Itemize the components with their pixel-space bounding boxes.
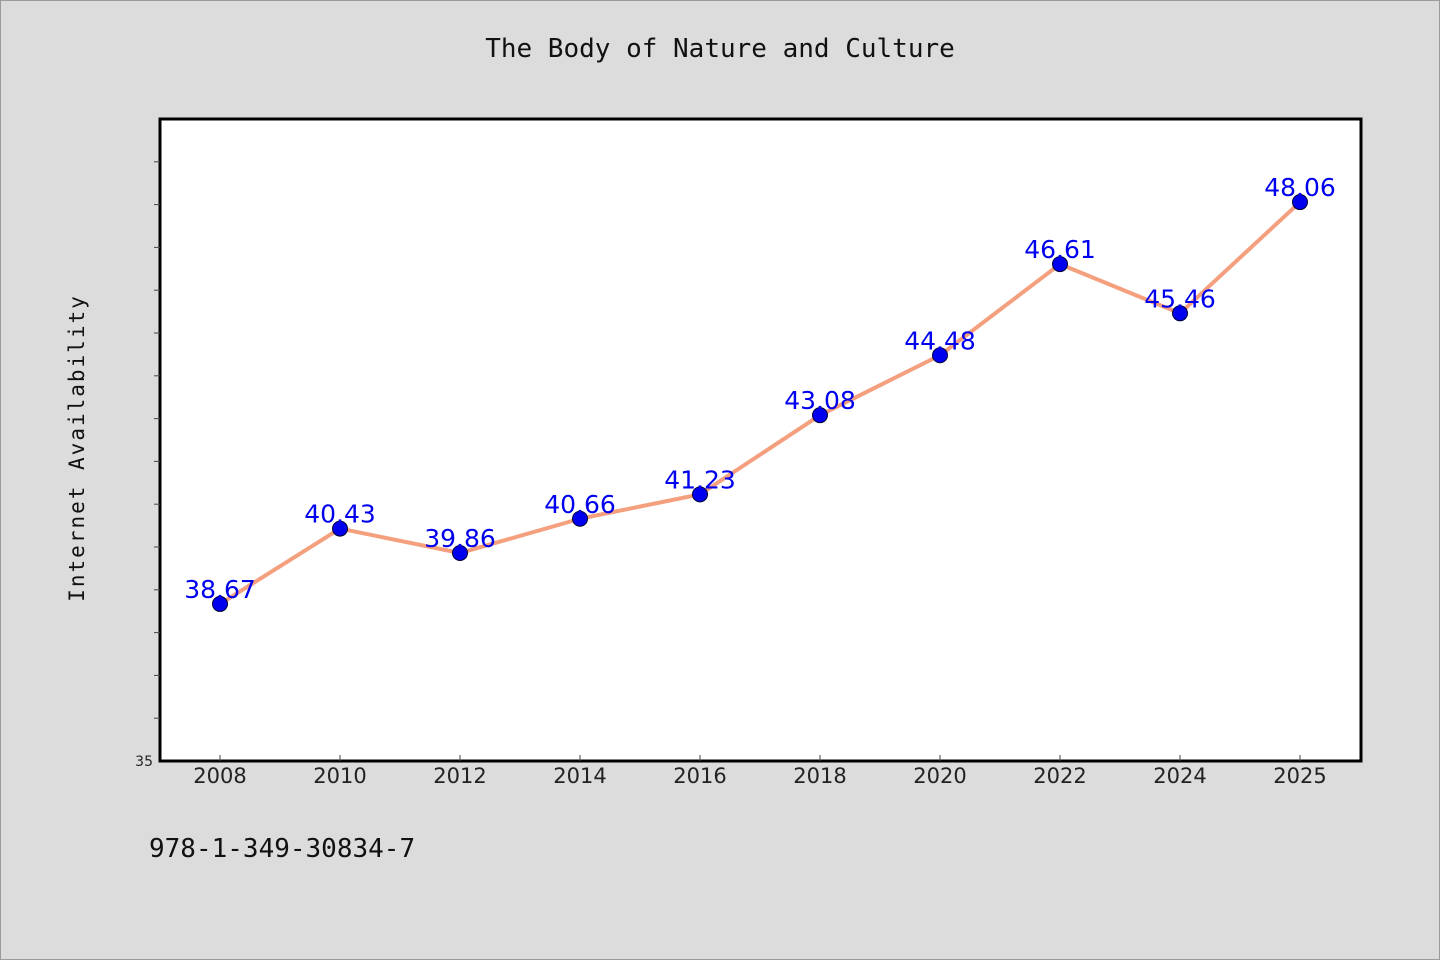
chart-title: The Body of Nature and Culture [485,34,955,64]
x-tick-label: 2010 [313,764,366,788]
x-axis: 2008 2010 2012 2014 2016 2018 2020 2022 2024 2025 [193,755,1327,788]
data-point [452,544,468,561]
data-label: 40.43 [304,500,376,529]
footer-isbn: 978-1-349-30834-7 [149,834,416,864]
x-tick-label: 2014 [553,764,606,788]
data-label: 41.23 [664,465,736,494]
data-label: 40.66 [544,490,616,519]
x-tick-label: 2018 [793,764,846,788]
series-lines [218,200,1302,606]
data-point [812,407,828,424]
series-line [218,200,1302,606]
data-label: 48.06 [1264,173,1336,202]
data-point [332,520,348,537]
data-label: 38.67 [184,575,256,604]
x-tick-label: 2012 [433,764,486,788]
y-axis-ticks: 35 [135,161,160,770]
x-tick-label: 2024 [1153,764,1206,788]
x-tick-label: 2016 [673,764,726,788]
x-tick-label: 2020 [913,764,966,788]
data-point [1052,256,1068,273]
data-label: 44.48 [904,326,976,355]
x-tick-label: 2008 [193,764,246,788]
x-tick-label: 2022 [1033,764,1086,788]
data-label: 39.86 [424,524,496,553]
data-point [932,347,948,364]
data-label: 46.61 [1024,235,1096,264]
data-label: 45.46 [1144,284,1216,313]
data-labels: 38.67 40.43 39.86 40.66 41.23 43.08 44.48 46.61… [184,173,1336,604]
data-label: 43.08 [784,386,856,415]
y-tick-label: 35 [135,754,153,770]
data-point [692,486,708,503]
series-points [212,194,1308,612]
data-point [212,595,228,612]
data-point [1172,305,1188,322]
x-tick-label: 2025 [1273,764,1326,788]
data-point [1292,194,1308,211]
data-point [572,510,588,527]
plot-area [158,117,1363,763]
